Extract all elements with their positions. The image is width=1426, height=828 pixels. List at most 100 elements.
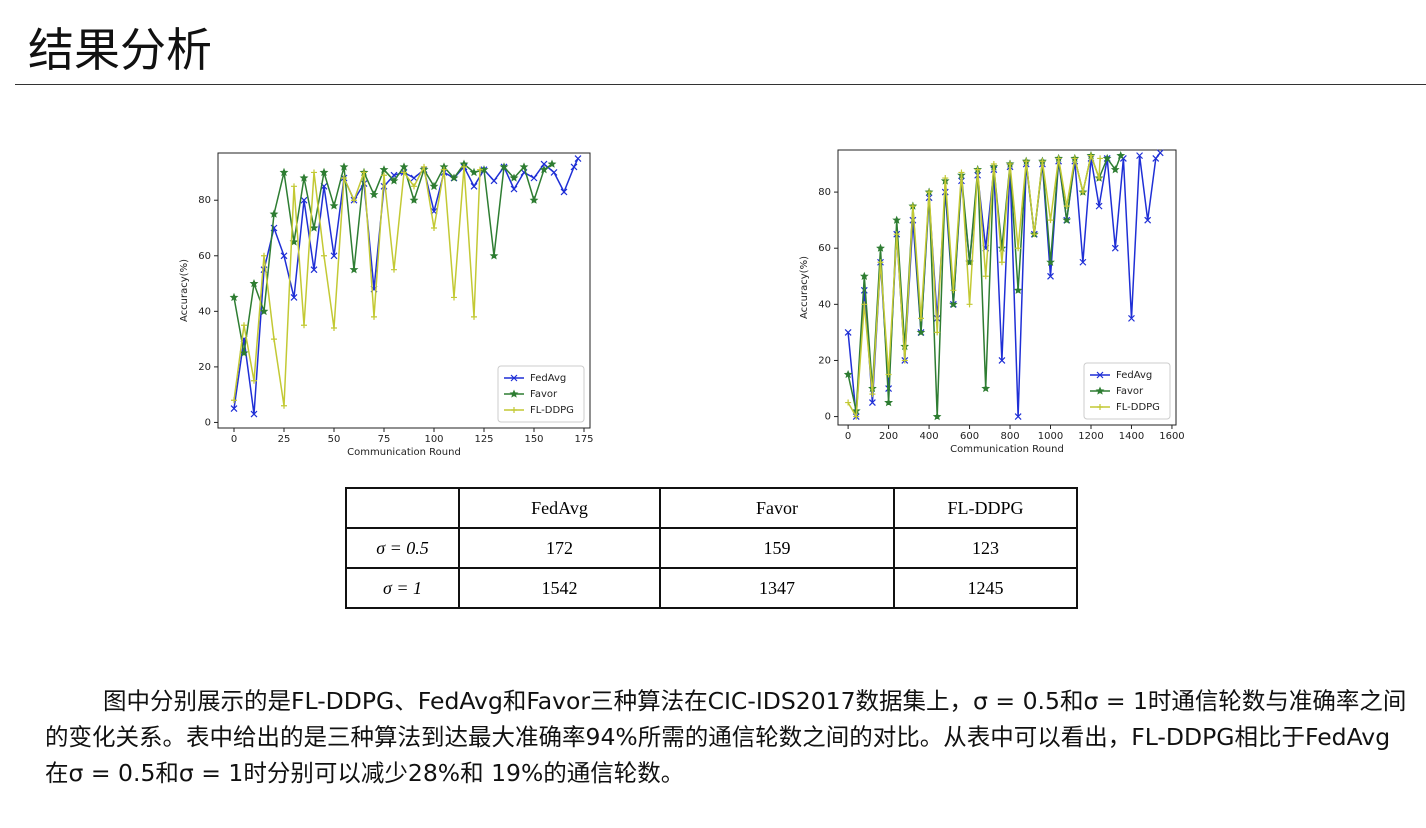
- point-marker: [509, 173, 519, 182]
- x-tick-label: 0: [231, 434, 237, 445]
- x-tick-label: 200: [879, 431, 898, 442]
- y-axis-label: Accuracy(%): [179, 259, 190, 322]
- comparison-table: FedAvg Favor FL-DDPG σ = 0.5 172 159 123…: [345, 487, 1078, 609]
- y-tick-label: 0: [205, 417, 211, 428]
- corner-cell: [345, 487, 460, 529]
- point-marker: [279, 167, 289, 177]
- point-marker: [251, 377, 257, 384]
- x-tick-label: 600: [960, 431, 979, 442]
- legend-label: Favor: [1116, 386, 1144, 397]
- point-marker: [371, 313, 377, 320]
- row: σ = 1 1542 1347 1245: [345, 567, 1078, 609]
- point-marker: [892, 215, 901, 224]
- point-marker: [998, 259, 1005, 266]
- point-marker: [1071, 155, 1078, 162]
- header-cell: FedAvg: [458, 487, 661, 529]
- point-marker: [1063, 203, 1070, 210]
- legend-label: Favor: [530, 389, 558, 400]
- point-marker: [477, 166, 483, 173]
- point-marker: [974, 166, 981, 173]
- x-tick-label: 125: [474, 434, 493, 445]
- y-tick-label: 60: [198, 251, 211, 262]
- point-marker: [311, 169, 317, 176]
- point-marker: [339, 162, 349, 171]
- point-marker: [1097, 155, 1104, 162]
- point-marker: [469, 167, 479, 177]
- title-rule: [15, 84, 1426, 85]
- header-cell: FL-DDPG: [893, 487, 1078, 529]
- point-marker: [997, 243, 1007, 252]
- point-marker: [429, 181, 439, 191]
- row-label: σ = 1: [345, 567, 460, 609]
- point-marker: [449, 173, 459, 182]
- point-marker: [893, 231, 900, 238]
- point-marker: [1136, 152, 1143, 160]
- point-marker: [909, 203, 916, 210]
- x-axis-label: Communication Round: [950, 444, 1064, 455]
- point-marker: [1079, 189, 1086, 196]
- point-marker: [949, 299, 958, 309]
- point-marker: [261, 252, 267, 259]
- point-marker: [853, 413, 860, 420]
- point-marker: [876, 243, 885, 252]
- chart: 0 200 400 600 800 1000 1200 1400 1600 0 20 40 60 80 Co…: [799, 149, 1185, 455]
- point-marker: [410, 174, 418, 182]
- point-marker: [1023, 158, 1030, 165]
- y-tick-label: 20: [198, 362, 211, 373]
- x-tick-label: 150: [524, 434, 543, 445]
- point-marker: [479, 165, 489, 174]
- x-tick-label: 1200: [1078, 431, 1103, 442]
- point-marker: [998, 357, 1006, 364]
- y-tick-label: 0: [825, 412, 831, 423]
- point-marker: [1039, 158, 1046, 165]
- x-axis-label: Communication Round: [347, 447, 461, 458]
- point-marker: [379, 165, 389, 174]
- point-marker: [1152, 154, 1160, 162]
- y-tick-label: 40: [198, 306, 211, 317]
- point-marker: [451, 294, 457, 301]
- point-marker: [916, 327, 926, 337]
- x-tick-label: 100: [424, 434, 443, 445]
- point-marker: [409, 195, 419, 204]
- point-marker: [250, 410, 258, 418]
- point-marker: [860, 271, 869, 280]
- plot-frame: [837, 149, 1177, 426]
- point-marker: [1047, 217, 1054, 224]
- point-marker: [1046, 257, 1055, 266]
- point-marker: [1047, 272, 1054, 280]
- legend-box: [497, 365, 585, 423]
- point-marker: [547, 159, 557, 168]
- point-marker: [291, 183, 297, 190]
- legend-marker: [1095, 386, 1105, 395]
- point-marker: [341, 175, 347, 181]
- cell: 1542: [458, 567, 661, 609]
- point-marker: [1110, 164, 1120, 174]
- point-marker: [1102, 153, 1112, 162]
- point-marker: [861, 301, 868, 308]
- legend-label: FedAvg: [1116, 370, 1152, 381]
- point-marker: [490, 177, 498, 185]
- cell: 172: [458, 527, 661, 569]
- cell: 1347: [659, 567, 895, 609]
- point-marker: [301, 322, 307, 329]
- point-marker: [1055, 155, 1062, 162]
- point-marker: [421, 163, 427, 170]
- point-marker: [1062, 215, 1072, 224]
- point-marker: [391, 266, 397, 273]
- series-line: [233, 164, 481, 406]
- charts: 0 25 50 75 100 125 150 175 0 20 40 60 80 Communicatio…: [179, 149, 1185, 458]
- y-tick-label: 60: [818, 243, 831, 254]
- y-tick-label: 40: [818, 299, 831, 310]
- point-marker: [470, 182, 478, 190]
- point-marker: [411, 183, 417, 190]
- point-marker: [230, 405, 238, 412]
- point-marker: [231, 397, 237, 404]
- point-marker: [877, 259, 884, 266]
- point-marker: [351, 197, 357, 204]
- point-marker: [299, 173, 309, 182]
- point-marker: [271, 336, 277, 343]
- point-marker: [917, 315, 924, 322]
- point-marker: [381, 172, 387, 179]
- point-marker: [942, 175, 949, 182]
- x-tick-label: 25: [278, 434, 291, 445]
